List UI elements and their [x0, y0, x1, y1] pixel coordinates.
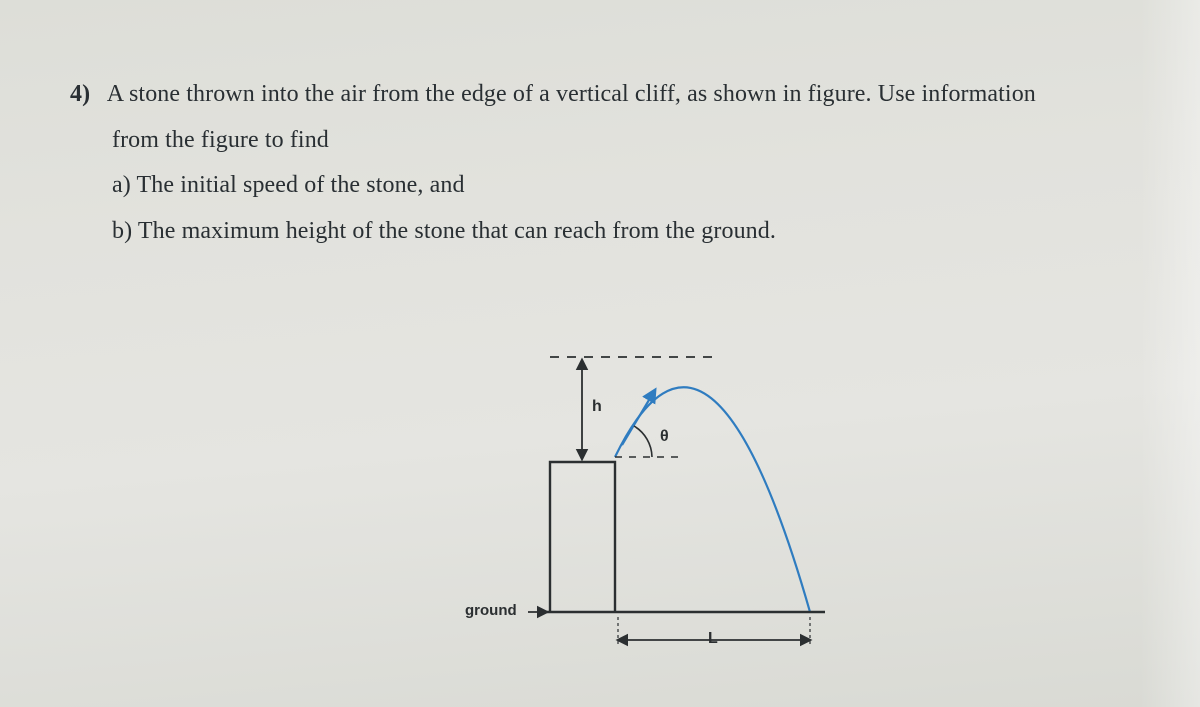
label-l: L — [708, 630, 718, 648]
trajectory — [615, 387, 810, 612]
question-number: 4) — [70, 72, 102, 118]
cliff-outline — [550, 462, 615, 612]
label-h: h — [592, 398, 602, 416]
figure-wrapper: h θ ground L — [480, 302, 880, 682]
question-part-a: a) The initial speed of the stone, and — [70, 163, 1130, 209]
angle-arc — [634, 426, 652, 457]
projectile-diagram — [480, 302, 880, 682]
question-text-1a: A stone thrown into the air from the edg… — [107, 81, 1036, 107]
question-block: 4) A stone thrown into the air from the … — [70, 72, 1130, 254]
label-ground: ground — [465, 602, 517, 619]
label-theta: θ — [660, 428, 669, 446]
question-line-1: 4) A stone thrown into the air from the … — [70, 72, 1130, 118]
question-part-b: b) The maximum height of the stone that … — [70, 209, 1130, 255]
question-text-1b: from the figure to find — [70, 118, 1130, 164]
initial-velocity-arrow — [622, 390, 655, 445]
